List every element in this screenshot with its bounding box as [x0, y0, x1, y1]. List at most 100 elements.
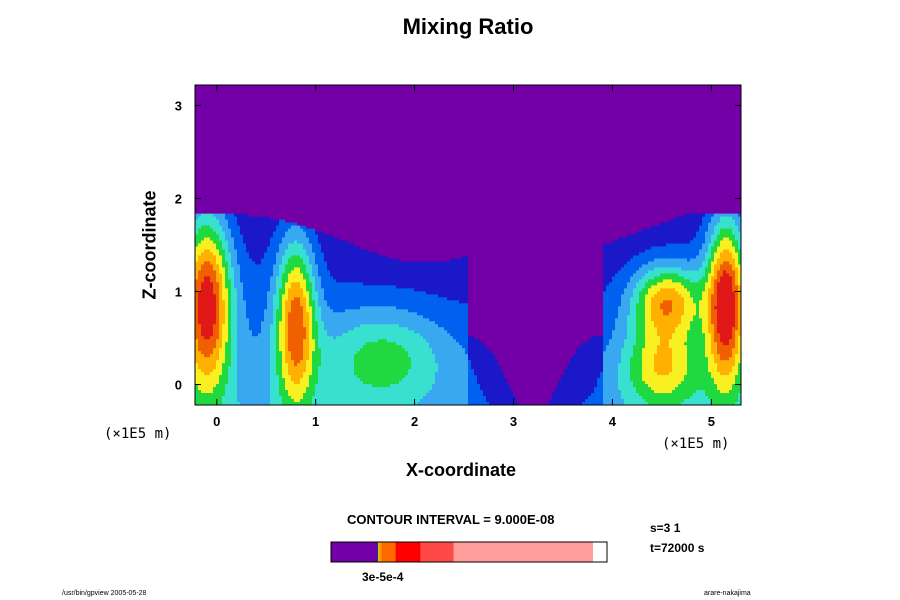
field-cell — [336, 336, 424, 340]
field-cell — [687, 366, 709, 370]
field-cell — [726, 270, 736, 275]
field-cell — [195, 135, 741, 140]
field-cell — [198, 339, 217, 343]
field-cell — [603, 345, 607, 349]
y-tick-label: 1 — [175, 285, 182, 300]
field-cell — [309, 276, 316, 280]
field-cell — [288, 246, 304, 251]
field-cell — [276, 261, 283, 266]
field-cell — [708, 249, 712, 254]
field-cell — [615, 321, 628, 325]
field-cell — [288, 276, 304, 280]
field-cell — [378, 339, 388, 343]
field-cell — [246, 312, 265, 316]
field-cell — [411, 366, 439, 370]
field-cell — [717, 327, 733, 331]
field-cell — [720, 357, 730, 361]
field-cell — [288, 288, 304, 292]
field-cell — [735, 354, 741, 358]
field-cell — [303, 372, 313, 376]
field-cell — [435, 321, 469, 325]
field-cell — [219, 297, 223, 301]
field-cell — [195, 186, 741, 191]
field-cell — [237, 294, 244, 298]
field-cell — [420, 333, 451, 337]
field-cell — [276, 315, 283, 319]
field-cell — [285, 300, 292, 304]
field-cell — [273, 309, 277, 313]
field-cell — [225, 285, 232, 289]
field-cell — [717, 315, 736, 319]
field-cell — [195, 228, 199, 233]
field-cell — [279, 324, 286, 328]
field-cell — [732, 288, 739, 292]
field-cell — [714, 324, 718, 328]
field-cell — [645, 330, 658, 334]
field-cell — [276, 282, 283, 286]
field-cell — [210, 237, 220, 242]
field-cell — [717, 288, 733, 292]
field-cell — [222, 336, 229, 340]
field-cell — [321, 360, 355, 364]
field-cell — [309, 333, 313, 337]
field-cell — [195, 108, 741, 113]
field-cell — [618, 366, 631, 370]
field-cell — [738, 345, 741, 349]
field-cell — [285, 348, 289, 352]
field-cell — [738, 300, 741, 304]
field-cell — [276, 342, 280, 346]
field-cell — [318, 297, 325, 301]
field-cell — [360, 378, 403, 382]
field-cell — [429, 345, 463, 349]
field-cell — [306, 333, 310, 337]
field-cell — [714, 225, 739, 230]
field-cell — [312, 369, 319, 373]
field-cell — [633, 345, 646, 349]
field-cell — [327, 261, 469, 266]
field-cell — [618, 369, 631, 373]
field-cell — [705, 354, 715, 358]
field-cell — [468, 396, 487, 400]
field-cell — [237, 357, 271, 361]
field-cell — [735, 258, 739, 263]
field-cell — [252, 258, 262, 263]
field-cell — [618, 306, 631, 310]
field-cell — [195, 360, 217, 364]
field-cell — [687, 330, 703, 334]
field-cell — [735, 333, 741, 337]
field-cell — [225, 255, 232, 260]
field-cell — [300, 282, 307, 286]
field-cell — [606, 285, 628, 289]
field-cell — [624, 399, 646, 403]
field-cell — [468, 291, 604, 295]
field-cell — [279, 264, 286, 269]
field-cell — [720, 252, 733, 257]
field-cell — [624, 342, 637, 346]
field-cell — [300, 255, 310, 260]
x-axis-label: X-coordinate — [406, 460, 517, 480]
field-cell — [195, 201, 741, 206]
field-cell — [213, 291, 220, 295]
field-cell — [468, 402, 490, 405]
field-cell — [711, 399, 739, 403]
field-cell — [327, 267, 469, 272]
field-cell — [603, 291, 625, 295]
field-cell — [642, 396, 691, 400]
field-cell — [720, 216, 733, 221]
field-cell — [708, 276, 712, 280]
field-cell — [267, 249, 280, 254]
field-cell — [609, 282, 628, 286]
field-cell — [231, 252, 238, 257]
field-cell — [651, 309, 664, 313]
field-cell — [315, 384, 373, 388]
field-cell — [699, 312, 709, 316]
field-cell — [324, 255, 388, 260]
field-cell — [669, 345, 688, 349]
field-cell — [627, 330, 637, 334]
field-cell — [237, 366, 271, 370]
field-cell — [603, 318, 616, 322]
field-cell — [309, 312, 313, 316]
field-cell — [231, 297, 238, 301]
field-cell — [711, 333, 715, 337]
field-cell — [216, 216, 226, 221]
